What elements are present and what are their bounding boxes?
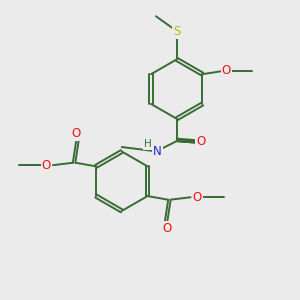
- Text: O: O: [193, 191, 202, 204]
- Text: O: O: [72, 127, 81, 140]
- Text: O: O: [41, 159, 51, 172]
- Text: S: S: [173, 25, 180, 38]
- Text: N: N: [153, 145, 162, 158]
- Text: H: H: [144, 139, 152, 149]
- Text: O: O: [163, 222, 172, 235]
- Text: O: O: [222, 64, 231, 77]
- Text: O: O: [196, 136, 205, 148]
